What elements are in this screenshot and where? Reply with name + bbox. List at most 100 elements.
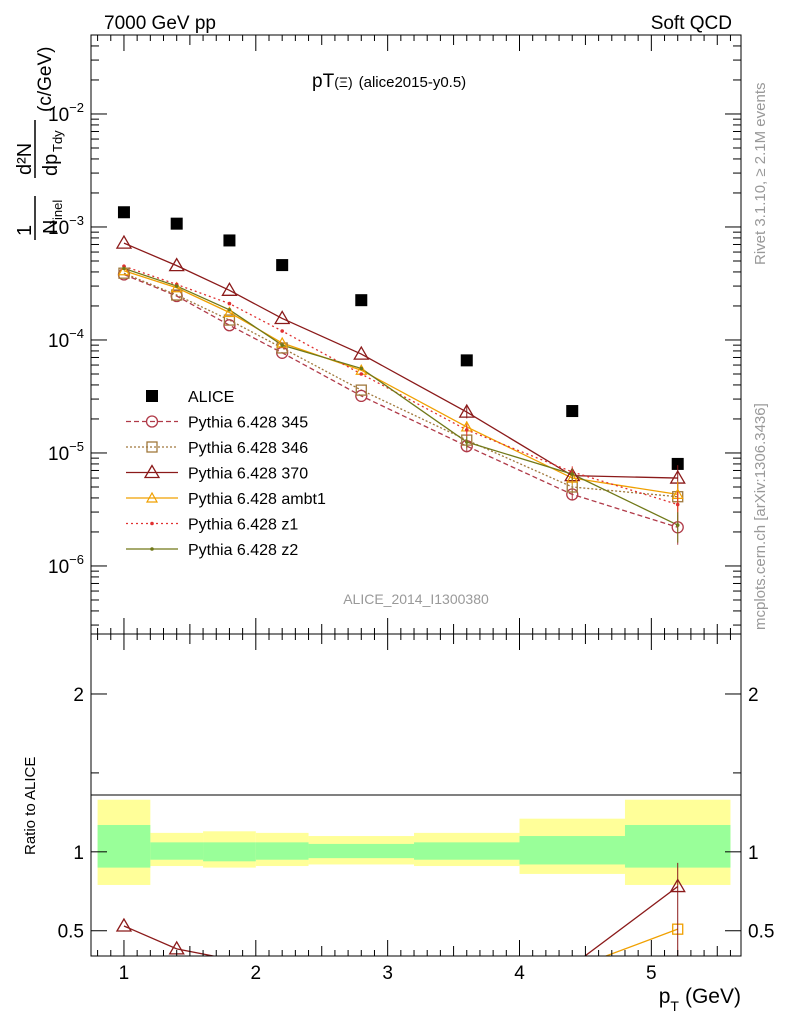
data-point [355, 389, 368, 403]
lower-y-tick-label: 2 [73, 685, 84, 706]
legend: ALICE Pythia 6.428 345 Pythia 6.428 346 Pyt… [126, 389, 326, 559]
legend-entry: Pythia 6.428 z2 [126, 542, 298, 559]
x-tick-label: 5 [646, 963, 657, 984]
upper-y-tick-label: 10−4 [48, 326, 84, 352]
series-line [123, 265, 678, 506]
upper-y-tick-label: 10−2 [48, 100, 84, 126]
data-point [221, 282, 238, 296]
tick-base: 10 [48, 218, 69, 239]
ylabel-one: 1 [14, 225, 36, 236]
legend-entry: Pythia 6.428 370 [126, 464, 308, 483]
plot-title-xi: (Ξ) [334, 74, 352, 90]
legend-label: Pythia 6.428 z1 [188, 517, 298, 534]
data-point [276, 336, 289, 348]
upper-panel: 10−610−510−410−310−2 pT(Ξ) (alice2015-y0.… [14, 34, 742, 635]
data-point [276, 342, 288, 354]
upper-series-marks [115, 206, 686, 545]
legend-label: Pythia 6.428 z2 [188, 542, 298, 559]
x-label-unit: (GeV) [685, 985, 741, 1008]
ratio-band-green [203, 842, 256, 862]
legend-marker [145, 415, 159, 428]
data-point [671, 457, 684, 470]
ratio-band-green [414, 842, 520, 860]
data-point [274, 310, 291, 325]
data-point [359, 366, 364, 371]
tick-exponent: −4 [69, 326, 84, 341]
lower-y-tick-label: 1 [73, 843, 84, 864]
data-point [355, 384, 367, 396]
data-point [276, 259, 289, 272]
series-line [123, 272, 678, 498]
data-point [227, 307, 232, 312]
tick-base: 10 [48, 557, 69, 578]
x-tick-label: 2 [251, 963, 262, 984]
ratio-uncertainty-bands [97, 799, 731, 885]
header-left-label: 7000 GeV pp [104, 13, 216, 34]
ylabel-d2n: d²N [14, 143, 36, 175]
lower-y-tick-label: 0.5 [58, 922, 84, 943]
data-point [223, 314, 236, 326]
data-point [223, 306, 236, 318]
lower-y-tick-label-right: 2 [748, 685, 759, 706]
legend-marker [146, 390, 158, 402]
data-point [359, 372, 364, 376]
x-label-sub: T [670, 998, 679, 1014]
data-point [117, 206, 130, 219]
upper-series-lines [123, 242, 678, 528]
x-label-p: p [659, 985, 671, 1008]
ratio-band-green [150, 842, 204, 860]
ylabel-inel: inel [50, 200, 65, 220]
x-tick-labels: 1 2 3 4 5 [119, 963, 657, 984]
ylabel-dp: dp [40, 154, 62, 176]
ratio-band-green [624, 824, 731, 868]
tick-exponent: −2 [69, 100, 84, 115]
data-point [280, 329, 284, 333]
x-tick-label: 3 [382, 963, 393, 984]
upper-y-tick-label: 10−5 [48, 439, 84, 465]
upper-y-axis-label: 1 N inel d²N dp Tdy (c/GeV) [14, 47, 65, 240]
series-line [123, 273, 678, 528]
ratio-point [115, 917, 133, 932]
tick-base: 10 [48, 444, 69, 465]
rivet-version-label: Rivet 3.1.10, ≥ 2.1M events [752, 83, 769, 266]
upper-y-tick-label: 10−3 [48, 213, 84, 239]
data-point [227, 301, 232, 306]
data-point [353, 345, 370, 360]
legend-marker [145, 491, 159, 503]
x-tick-label: 1 [119, 963, 130, 984]
legend-entry: Pythia 6.428 346 [126, 440, 308, 457]
x-axis-label: pT (GeV) [659, 985, 741, 1014]
legend-label: Pythia 6.428 370 [188, 466, 308, 483]
lower-series-lines [115, 862, 686, 956]
legend-label: ALICE [188, 389, 234, 406]
upper-axis-ticks [91, 34, 741, 634]
plot-title-main: pT [312, 71, 335, 92]
header-right-label: Soft QCD [651, 13, 732, 34]
tick-exponent: −6 [69, 552, 84, 567]
data-point [355, 294, 368, 307]
lower-plot-frame [90, 633, 742, 957]
ylabel-unit: (c/GeV) [35, 47, 56, 112]
series-line [123, 267, 678, 526]
data-point [171, 289, 183, 301]
x-tick-label: 4 [514, 963, 525, 984]
lower-y-axis-label: Ratio to ALICE [22, 757, 39, 855]
ratio-band-green [97, 824, 151, 868]
tick-base: 10 [48, 105, 69, 126]
ylabel-n: N [40, 220, 62, 234]
tick-exponent: −3 [69, 213, 84, 228]
data-point [117, 264, 130, 276]
legend-marker [146, 441, 158, 453]
data-point [115, 234, 133, 249]
upper-y-tick-labels: 10−610−510−410−310−2 [48, 100, 84, 578]
upper-y-tick-label: 10−6 [48, 552, 84, 578]
lower-y-tick-label-right: 1 [748, 843, 759, 864]
ratio-band-green [255, 842, 309, 860]
ratio-band-green [519, 836, 625, 865]
legend-entry: ALICE [146, 389, 234, 406]
data-point [460, 354, 473, 367]
analysis-watermark: ALICE_2014_I1300380 [343, 591, 489, 607]
data-point [223, 234, 236, 247]
data-point [170, 281, 183, 293]
